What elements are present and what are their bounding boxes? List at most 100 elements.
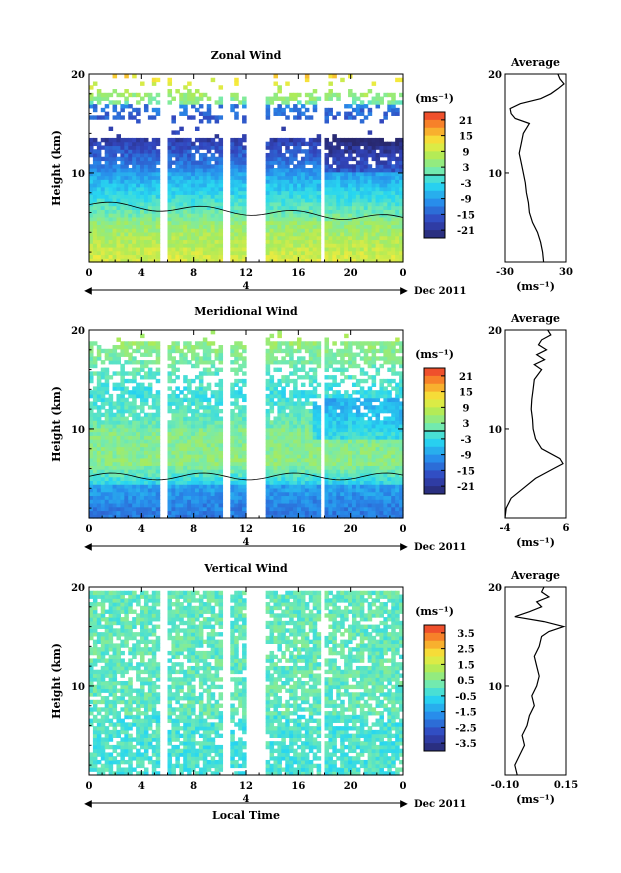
heatmap-cell [273, 382, 278, 387]
heatmap-cell [230, 390, 235, 395]
heatmap-cell [332, 461, 337, 466]
heatmap-cell [92, 435, 98, 440]
heatmap-cell [285, 198, 290, 203]
heatmap-cell [375, 145, 381, 150]
heatmap-cell [120, 220, 125, 225]
heatmap-cell [332, 209, 337, 214]
heatmap-cell [202, 435, 208, 440]
heatmap-cell [124, 454, 129, 459]
heatmap-cell [242, 450, 247, 455]
heatmap-cell [167, 183, 173, 188]
heatmap-cell [265, 454, 271, 459]
heatmap-cell [108, 499, 114, 504]
heatmap-cell [273, 461, 278, 466]
heatmap-cell [332, 431, 337, 436]
heatmap-cell [206, 168, 212, 173]
heatmap-cell [140, 171, 145, 177]
heatmap-cell [344, 239, 349, 244]
heatmap-cell [128, 92, 133, 98]
heatmap-cell [304, 348, 310, 354]
heatmap-cell [273, 179, 278, 184]
heatmap-cell [340, 487, 345, 493]
heatmap-cell [167, 405, 173, 410]
heatmap-cell [336, 228, 341, 233]
heatmap-cell [210, 137, 216, 143]
heatmap-cell [116, 115, 121, 120]
heatmap-cell [336, 499, 341, 504]
heatmap-cell [273, 137, 278, 143]
heatmap-cell [289, 427, 294, 433]
heatmap-cell [234, 439, 239, 444]
heatmap-cell [363, 194, 369, 199]
heatmap-cell [183, 220, 188, 225]
heatmap-cell [116, 431, 121, 436]
heatmap-cell [92, 469, 98, 474]
heatmap-cell [328, 81, 333, 86]
heatmap-cell [293, 198, 298, 203]
heatmap-cell [89, 341, 94, 346]
heatmap-cell [202, 397, 208, 403]
heatmap-cell [242, 171, 247, 177]
heatmap-cell [218, 149, 224, 154]
heatmap-cell [242, 487, 247, 493]
heatmap-cell [183, 405, 188, 410]
heatmap-cell [304, 420, 310, 425]
heatmap-cell [281, 341, 286, 346]
heatmap-cell [293, 201, 298, 207]
heatmap-cell [171, 378, 176, 384]
heatmap-cell [155, 246, 161, 252]
heatmap-cell [104, 115, 110, 120]
heatmap-cell [187, 416, 192, 421]
heatmap-cell [269, 390, 275, 395]
heatmap-cell [395, 137, 400, 143]
heatmap-cell [238, 213, 243, 218]
heatmap-cell [175, 220, 180, 225]
heatmap-cell [234, 484, 239, 489]
heatmap-cell [128, 205, 133, 210]
heatmap-cell [328, 487, 333, 493]
heatmap-cell [234, 224, 239, 229]
heatmap-cell [179, 469, 184, 474]
heatmap-cell [367, 107, 373, 113]
heatmap-cell [242, 137, 247, 143]
heatmap-cell [332, 175, 337, 180]
heatmap-cell [140, 149, 145, 154]
heatmap-cell [391, 141, 396, 147]
heatmap-cell [128, 246, 133, 252]
heatmap-cell [242, 454, 247, 459]
heatmap-cell [363, 213, 369, 218]
heatmap-cell [316, 352, 322, 357]
heatmap-cell [289, 502, 294, 508]
heatmap-cell [293, 495, 298, 500]
heatmap-cell [171, 341, 176, 346]
heatmap-cell [285, 115, 290, 120]
heatmap-cell [300, 408, 306, 414]
heatmap-cell [273, 386, 278, 391]
heatmap-cell [136, 412, 141, 418]
heatmap-cell [171, 213, 176, 218]
heatmap-cell [206, 348, 212, 354]
heatmap-cell [348, 495, 353, 500]
heatmap-cell [336, 514, 341, 519]
heatmap-cell [187, 224, 192, 229]
heatmap-cell [336, 487, 341, 493]
heatmap-cell [183, 160, 188, 165]
heatmap-cell [194, 213, 200, 218]
heatmap-cell [104, 198, 110, 203]
heatmap-cell [355, 168, 361, 173]
heatmap-cell [206, 469, 212, 474]
heatmap-cell [167, 92, 173, 98]
heatmap-cell [187, 194, 192, 199]
heatmap-cell [336, 484, 341, 489]
heatmap-cell [340, 156, 345, 162]
heatmap-cell [234, 442, 239, 448]
heatmap-cell [351, 250, 357, 256]
heatmap-cell [336, 450, 341, 455]
heatmap-cell [383, 246, 388, 252]
heatmap-cell [108, 126, 114, 131]
heatmap-cell [210, 393, 216, 399]
heatmap-cell [167, 356, 173, 361]
heatmap-cell [147, 367, 153, 372]
heatmap-cell [171, 472, 176, 478]
heatmap-cell [281, 258, 286, 263]
